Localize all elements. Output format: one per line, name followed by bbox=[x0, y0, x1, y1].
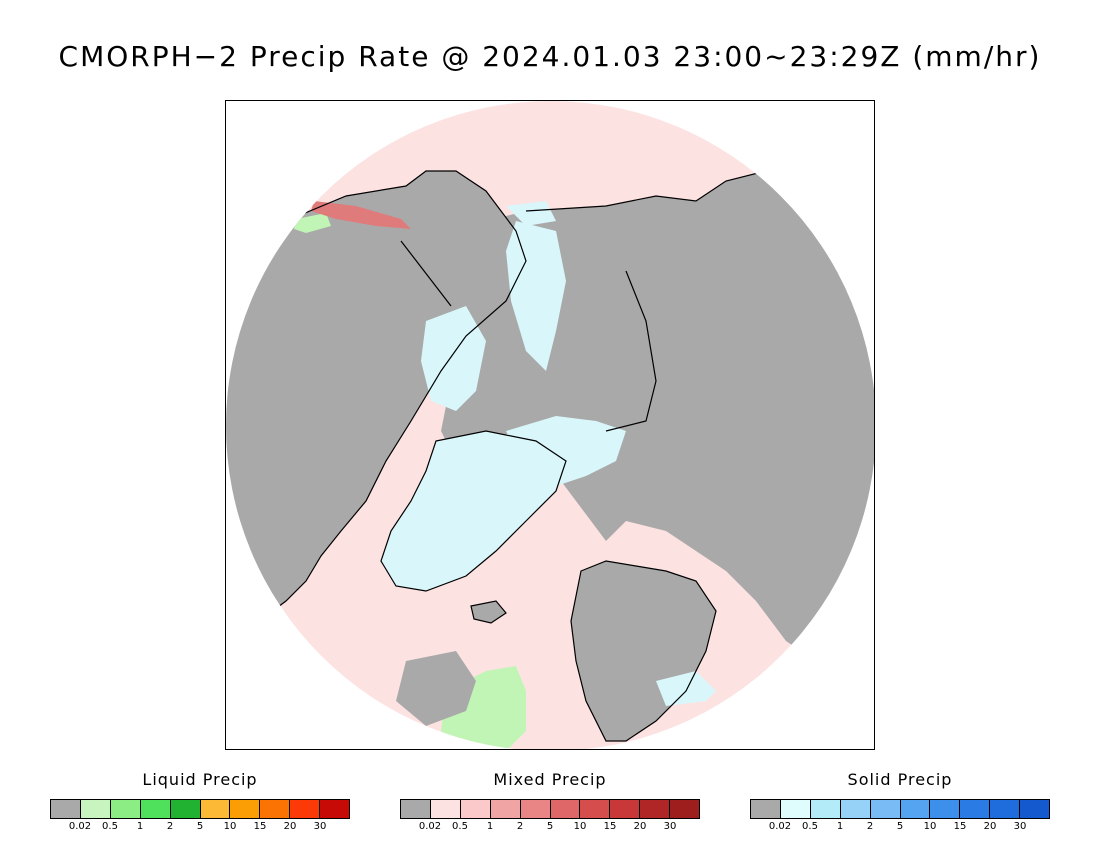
legend-tick-label: 10 bbox=[923, 821, 937, 832]
legend-swatch bbox=[960, 800, 991, 818]
legend-tick-label: 15 bbox=[603, 821, 617, 832]
legend-mixed-bar bbox=[400, 799, 700, 819]
legend-swatch bbox=[900, 800, 931, 818]
no-precip-atlantic-patch bbox=[396, 651, 476, 726]
legend-solid-ticks: 0.02 0.5 1 2 5 10 15 20 30 bbox=[750, 819, 1050, 833]
legend-swatch bbox=[490, 800, 521, 818]
legend-tick-label: 2 bbox=[516, 821, 524, 832]
solid-precip-barents bbox=[656, 671, 716, 706]
legend-swatch bbox=[110, 800, 141, 818]
legend-tick-label: 10 bbox=[223, 821, 237, 832]
legend-swatch bbox=[170, 800, 201, 818]
legend-tick-label: 5 bbox=[896, 821, 904, 832]
coastline-greenland bbox=[380, 430, 567, 592]
legend-tick-label: 30 bbox=[313, 821, 327, 832]
region-greenland bbox=[381, 431, 566, 591]
legend-tick-label: 0.02 bbox=[768, 821, 792, 832]
legend-mixed-title: Mixed Precip bbox=[493, 770, 607, 789]
legend-swatch bbox=[580, 800, 611, 818]
legend-swatch bbox=[290, 800, 321, 818]
legend-swatch bbox=[320, 800, 350, 818]
legend-swatch bbox=[670, 800, 700, 818]
solid-precip-bering bbox=[506, 201, 556, 226]
map-title: CMORPH−2 Precip Rate @ 2024.01.03 23:00~… bbox=[58, 40, 1042, 73]
legend-swatch bbox=[260, 800, 291, 818]
legend-swatch bbox=[230, 800, 261, 818]
legend-swatch bbox=[840, 800, 871, 818]
legend-liquid-title: Liquid Precip bbox=[142, 770, 258, 789]
legend-solid-title: Solid Precip bbox=[847, 770, 953, 789]
legend-tick-label: 0.5 bbox=[802, 821, 818, 832]
legend-tick-label: 20 bbox=[283, 821, 297, 832]
legend-solid-bar bbox=[750, 799, 1050, 819]
legend-tick-label: 20 bbox=[633, 821, 647, 832]
coastline-iceland bbox=[470, 600, 507, 624]
coastline-north-america bbox=[226, 170, 527, 622]
legend-tick-label: 5 bbox=[546, 821, 554, 832]
legend-tick-label: 5 bbox=[196, 821, 204, 832]
coastline-taimyr bbox=[605, 270, 657, 432]
legend-tick-label: 20 bbox=[983, 821, 997, 832]
legend-swatch bbox=[430, 800, 461, 818]
legend-swatch bbox=[780, 800, 811, 818]
legend-tick-label: 10 bbox=[573, 821, 587, 832]
coastline-scandinavia bbox=[570, 560, 717, 742]
legend-tick-label: 30 bbox=[1013, 821, 1027, 832]
region-arctic-ocean bbox=[456, 251, 656, 431]
legend-tick-label: 1 bbox=[486, 821, 494, 832]
liquid-precip-alaska-gulf bbox=[294, 213, 331, 233]
legend-swatch bbox=[990, 800, 1021, 818]
legend-swatch bbox=[640, 800, 671, 818]
region-iceland bbox=[471, 601, 506, 623]
legend-swatch bbox=[200, 800, 231, 818]
legend-swatch bbox=[51, 800, 81, 818]
legend-tick-label: 15 bbox=[953, 821, 967, 832]
region-north-america bbox=[226, 171, 526, 621]
legend-liquid: Liquid Precip 0.02 0.5 1 2 5 10 15 20 30 bbox=[50, 770, 350, 833]
polar-precip-map bbox=[225, 100, 875, 750]
legend-tick-label: 0.02 bbox=[68, 821, 92, 832]
legend-tick-label: 0.02 bbox=[418, 821, 442, 832]
legend-solid: Solid Precip 0.02 0.5 1 2 5 10 15 20 30 bbox=[750, 770, 1050, 833]
legend-tick-label: 2 bbox=[866, 821, 874, 832]
solid-precip-north-pole bbox=[506, 416, 626, 486]
legend-swatch bbox=[520, 800, 551, 818]
legend-swatch bbox=[751, 800, 781, 818]
legend-swatch bbox=[1020, 800, 1050, 818]
legend-tick-label: 1 bbox=[836, 821, 844, 832]
legend-swatch bbox=[930, 800, 961, 818]
mixed-heavy-pacific-band bbox=[311, 201, 411, 229]
legend-swatch bbox=[870, 800, 901, 818]
map-canvas bbox=[226, 101, 874, 749]
legend-swatch bbox=[460, 800, 491, 818]
legend-tick-label: 0.5 bbox=[452, 821, 468, 832]
solid-precip-central-arctic bbox=[506, 221, 566, 371]
legend-liquid-ticks: 0.02 0.5 1 2 5 10 15 20 30 bbox=[50, 819, 350, 833]
legend-swatch bbox=[550, 800, 581, 818]
legend-swatch bbox=[810, 800, 841, 818]
legend-mixed-ticks: 0.02 0.5 1 2 5 10 15 20 30 bbox=[400, 819, 700, 833]
legend-tick-label: 1 bbox=[136, 821, 144, 832]
legend-tick-label: 15 bbox=[253, 821, 267, 832]
legend-mixed: Mixed Precip 0.02 0.5 1 2 5 10 15 20 30 bbox=[400, 770, 700, 833]
legend-swatch bbox=[140, 800, 171, 818]
legend-swatch bbox=[401, 800, 431, 818]
border-us-canada bbox=[400, 240, 452, 307]
legend-swatch bbox=[610, 800, 641, 818]
legend-tick-label: 30 bbox=[663, 821, 677, 832]
legend-liquid-bar bbox=[50, 799, 350, 819]
legend-swatch bbox=[80, 800, 111, 818]
legend-tick-label: 2 bbox=[166, 821, 174, 832]
legend-tick-label: 0.5 bbox=[102, 821, 118, 832]
